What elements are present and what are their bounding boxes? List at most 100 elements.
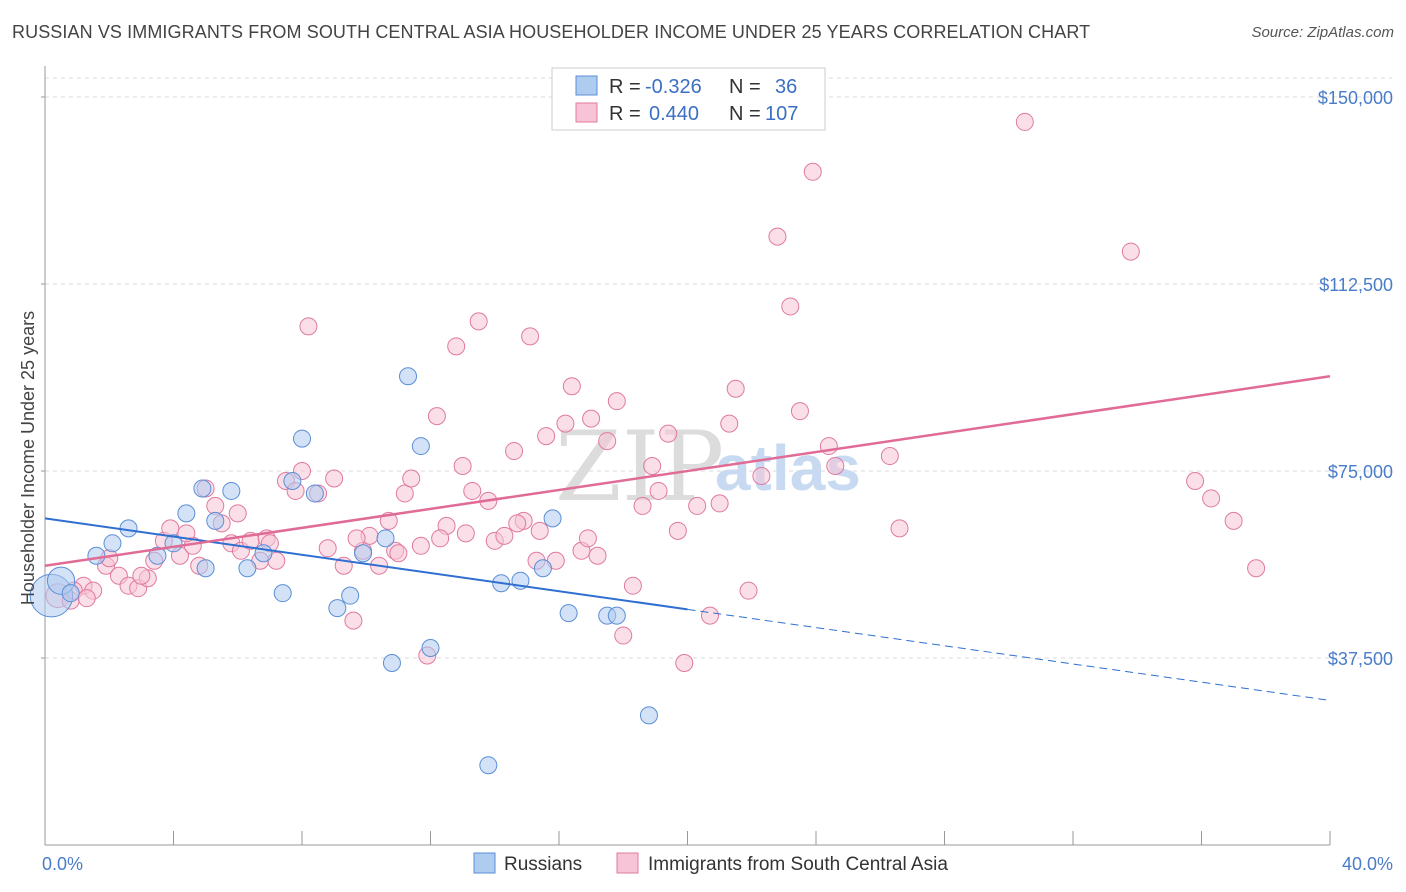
immigrants-point [633,496,652,515]
x-tick-label: 40.0% [1342,854,1393,874]
russians-point [61,584,80,603]
bottom-legend-swatch-immigrants [616,852,639,874]
immigrants-point [402,469,421,488]
immigrants-trend-line [44,375,1331,567]
russians-point [533,559,552,578]
immigrants-point [395,484,414,503]
russians-point [87,546,106,565]
legend-swatch-immigrants [575,102,598,123]
legend-n-value-russians: 36 [775,76,797,98]
russians-point [222,481,241,500]
immigrants-point [1224,511,1243,530]
immigrants-point [389,544,408,563]
y-tick-label: $37,500 [1328,649,1393,669]
immigrants-point [790,402,809,421]
immigrants-point [659,424,678,443]
immigrants-point [890,519,909,538]
y-tick-labels: $37,500 $75,000 $112,500 $150,000 [1318,88,1393,669]
russians-point [206,511,225,530]
immigrants-point [556,414,575,433]
russians-point [341,586,360,605]
immigrants-point [649,481,668,500]
immigrants-point [1015,112,1034,131]
legend-r-value-immigrants: 0.440 [649,103,699,125]
immigrants-point [768,227,787,246]
immigrants-point [623,576,642,595]
immigrants-point [668,521,687,540]
source-text: Source: ZipAtlas.com [1251,24,1394,41]
russians-point [421,639,440,658]
immigrants-point [325,469,344,488]
russians-point [479,756,498,775]
russians-point [639,706,658,725]
russians-point [399,367,418,386]
immigrants-point [607,392,626,411]
immigrants-point [344,611,363,630]
russians-point [328,599,347,618]
russians-point [177,504,196,523]
immigrants-point [880,447,899,466]
legend-r-label-russians: R = [609,76,641,98]
immigrants-point [739,581,758,600]
russians-point [382,653,401,672]
immigrants-point [495,526,514,545]
y-tick-label: $112,500 [1319,275,1393,295]
bottom-legend: Russians Immigrants from South Central A… [473,852,948,875]
immigrants-point [588,546,607,565]
immigrants-point [318,539,337,558]
immigrants-point [688,496,707,515]
immigrants-point [411,536,430,555]
y-tick-label: $150,000 [1318,88,1393,108]
immigrants-point [578,529,597,548]
x-tick-labels: 0.0% 40.0% [42,854,1393,874]
immigrants-point [726,379,745,398]
immigrants-point [803,162,822,181]
bottom-legend-label-russians: Russians [504,854,582,875]
russians-point [283,471,302,490]
legend-n-label-russians: N = [729,76,761,98]
immigrants-point [228,504,247,523]
legend-swatch-russians [575,75,598,96]
immigrants-point [710,494,729,513]
immigrants-point [562,377,581,396]
immigrants-point [521,327,540,346]
russians-point [193,479,212,498]
russians-point [607,606,626,625]
immigrants-point [77,589,96,608]
immigrants-point [463,481,482,500]
russians-point [543,509,562,528]
immigrants-point [508,514,527,533]
immigrants-points [45,112,1266,672]
immigrants-point [781,297,800,316]
immigrants-point [643,457,662,476]
russians-points [29,367,658,775]
immigrants-point [431,529,450,548]
immigrants-point [598,432,617,451]
immigrants-point [347,529,366,548]
immigrants-point [469,312,488,331]
legend-n-label-immigrants: N = [729,103,761,125]
russians-point [293,429,311,448]
x-tick-label: 0.0% [42,854,83,874]
trend-lines [44,375,1331,701]
russians-trend-line [44,517,688,611]
immigrants-point [720,414,739,433]
immigrants-point [132,566,151,585]
immigrants-point [299,317,318,336]
immigrants-point [675,653,694,672]
immigrants-point [700,606,719,625]
russians-trend-extension [687,608,1331,701]
immigrants-point [453,457,472,476]
immigrants-point [447,337,466,356]
immigrants-point [505,442,524,461]
immigrants-point [456,524,475,543]
bottom-legend-label-immigrants: Immigrants from South Central Asia [648,854,948,875]
russians-point [238,559,257,578]
immigrants-point [1186,471,1205,490]
immigrants-point [1121,242,1140,261]
legend-r-value-russians: -0.326 [645,76,702,98]
immigrants-point [614,626,633,645]
immigrants-point [530,521,549,540]
immigrants-point [206,496,225,515]
